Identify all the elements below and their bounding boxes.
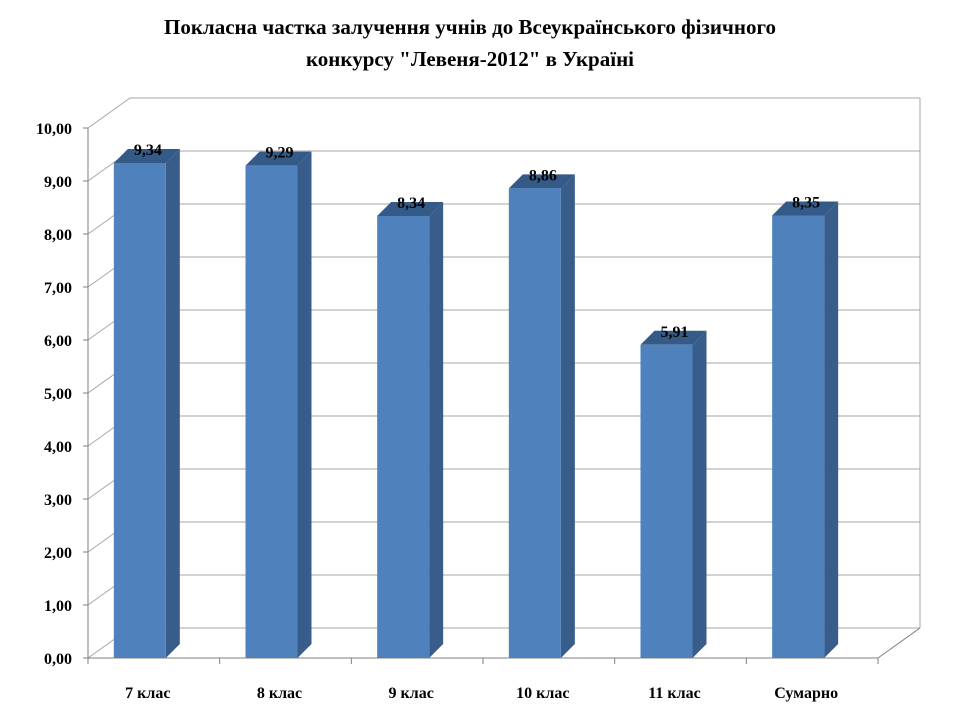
bars [113,148,839,659]
bar [508,188,561,659]
data-label: 8,34 [397,195,425,212]
y-tick-label: 4,00 [44,439,72,456]
bar [245,165,298,658]
axes [83,127,921,664]
x-tick-label: Сумарно [774,685,838,702]
data-label: 5,91 [661,324,689,341]
y-tick-label: 8,00 [44,227,72,244]
data-label: 9,34 [134,142,162,159]
bar-top [508,174,575,189]
x-tick-label: 7 клас [125,685,170,702]
data-label: 8,86 [529,167,557,184]
bar [113,162,166,659]
bar-side [165,148,180,659]
data-label: 8,35 [792,194,820,211]
data-label: 9,29 [266,145,294,162]
x-tick-label: 10 клас [516,685,569,702]
y-tick-label: 10,00 [36,121,72,138]
bar-top [772,201,839,216]
chart-title-line-1: Покласна частка залучення учнів до Всеук… [164,15,776,39]
bar [377,215,430,659]
y-tick-label: 9,00 [44,174,72,191]
y-tick-label: 5,00 [44,386,72,403]
bar-side [692,330,707,658]
y-tick-label: 7,00 [44,280,72,297]
bar [640,344,693,658]
y-tick-label: 0,00 [44,651,72,668]
chart-title-line-2: конкурсу "Левеня-2012" в Україні [306,47,634,71]
bar-side [297,151,312,658]
bar-top [245,151,312,166]
bar-top [113,148,180,163]
y-tick-label: 1,00 [44,598,72,615]
bar [772,215,825,658]
bar-side [560,174,575,659]
floor-edge [877,627,921,659]
x-tick-label: 11 клас [648,685,700,702]
bar-side [429,201,444,659]
gridline-side [87,97,131,129]
x-tick-label: 8 клас [257,685,302,702]
bar-top [377,201,444,216]
y-tick-label: 2,00 [44,545,72,562]
x-tick-label: 9 клас [389,685,434,702]
bar-top [640,330,707,345]
bar-side [824,201,839,658]
y-tick-label: 6,00 [44,333,72,350]
y-tick-label: 3,00 [44,492,72,509]
labels: 0,00 1,00 2,00 3,00 4,00 5,00 6,00 7,00 8,00 9,00… [36,121,838,702]
